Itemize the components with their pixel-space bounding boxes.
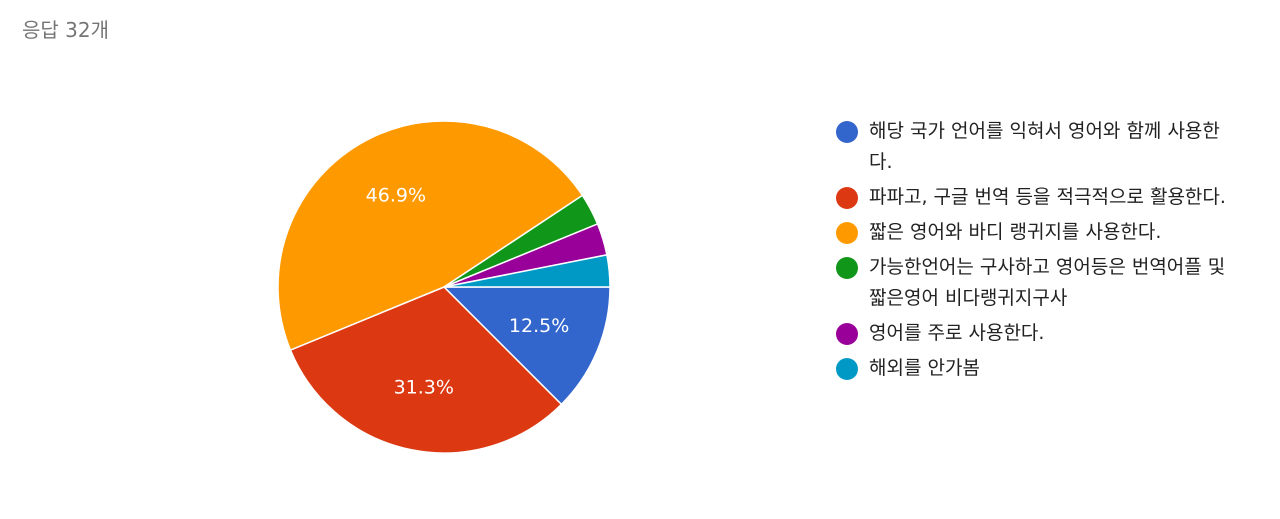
pie-slice — [289, 286, 563, 454]
legend: 해당 국가 언어를 익혀서 영어와 함께 사용한다. 파파고, 구글 번역 등을 … — [836, 116, 1236, 388]
legend-label: 짧은 영어와 바디 랭귀지를 사용한다. — [869, 221, 1162, 243]
legend-swatch — [836, 257, 858, 279]
legend-item: 짧은 영어와 바디 랭귀지를 사용한다. — [836, 217, 1236, 248]
response-count: 응답 32개 — [22, 18, 110, 42]
legend-swatch — [836, 187, 858, 209]
legend-item: 해당 국가 언어를 익혀서 영어와 함께 사용한다. — [836, 116, 1236, 178]
legend-item: 파파고, 구글 번역 등을 적극적으로 활용한다. — [836, 182, 1236, 213]
legend-swatch — [836, 358, 858, 380]
pie-slice — [277, 120, 584, 352]
slice-label: 12.5% — [509, 315, 569, 337]
legend-label: 해외를 안가봄 — [869, 357, 980, 379]
legend-swatch — [836, 121, 858, 143]
legend-label: 영어를 주로 사용한다. — [869, 322, 1045, 344]
legend-swatch — [836, 222, 858, 244]
slice-label: 31.3% — [394, 376, 454, 398]
legend-label: 가능한언어는 구사하고 영어등은 번역어플 및 짧은영어 비다랭귀지구사 — [869, 256, 1226, 309]
legend-label: 해당 국가 언어를 익혀서 영어와 함께 사용한다. — [869, 120, 1220, 173]
legend-item: 가능한언어는 구사하고 영어등은 번역어플 및 짧은영어 비다랭귀지구사 — [836, 252, 1236, 314]
pie-slice — [442, 286, 611, 406]
pie-slice — [443, 253, 611, 288]
legend-label: 파파고, 구글 번역 등을 적극적으로 활용한다. — [869, 186, 1226, 208]
legend-item: 영어를 주로 사용한다. — [836, 318, 1236, 349]
slice-label: 46.9% — [366, 185, 426, 207]
legend-item: 해외를 안가봄 — [836, 353, 1236, 384]
pie-chart: 12.5% 31.3% 46.9% — [277, 120, 611, 454]
legend-swatch — [836, 323, 858, 345]
